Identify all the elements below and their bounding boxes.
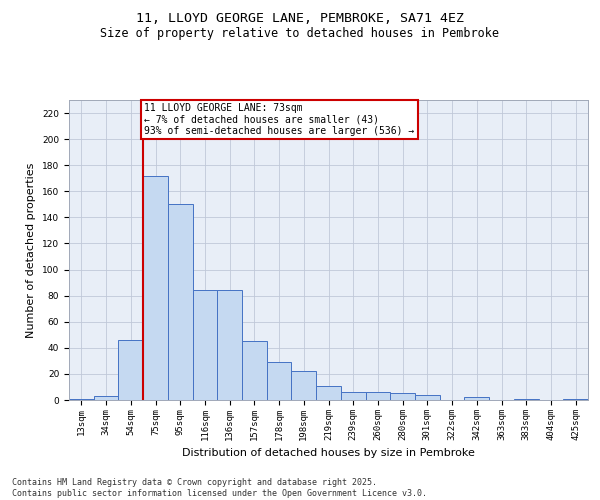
Bar xyxy=(94,396,118,400)
Bar xyxy=(563,398,588,400)
X-axis label: Distribution of detached houses by size in Pembroke: Distribution of detached houses by size … xyxy=(182,448,475,458)
Bar xyxy=(242,342,267,400)
Bar xyxy=(267,362,292,400)
Text: 11, LLOYD GEORGE LANE, PEMBROKE, SA71 4EZ: 11, LLOYD GEORGE LANE, PEMBROKE, SA71 4E… xyxy=(136,12,464,26)
Bar xyxy=(514,398,539,400)
Bar xyxy=(292,372,316,400)
Bar xyxy=(118,340,143,400)
Bar xyxy=(341,392,365,400)
Text: Size of property relative to detached houses in Pembroke: Size of property relative to detached ho… xyxy=(101,28,499,40)
Bar xyxy=(193,290,217,400)
Bar xyxy=(365,392,390,400)
Bar xyxy=(464,398,489,400)
Bar xyxy=(69,398,94,400)
Text: 11 LLOYD GEORGE LANE: 73sqm
← 7% of detached houses are smaller (43)
93% of semi: 11 LLOYD GEORGE LANE: 73sqm ← 7% of deta… xyxy=(145,102,415,136)
Bar xyxy=(415,395,440,400)
Y-axis label: Number of detached properties: Number of detached properties xyxy=(26,162,37,338)
Text: Contains HM Land Registry data © Crown copyright and database right 2025.
Contai: Contains HM Land Registry data © Crown c… xyxy=(12,478,427,498)
Bar xyxy=(143,176,168,400)
Bar xyxy=(168,204,193,400)
Bar xyxy=(390,394,415,400)
Bar xyxy=(316,386,341,400)
Bar xyxy=(217,290,242,400)
